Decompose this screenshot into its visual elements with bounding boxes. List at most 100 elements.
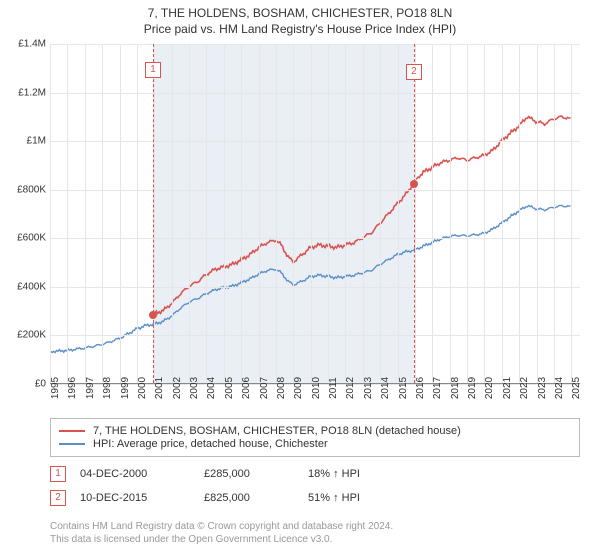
y-axis-label: £800K — [2, 184, 46, 195]
v-gridline — [554, 44, 555, 383]
x-axis-label: 2021 — [502, 377, 513, 399]
v-gridline — [519, 44, 520, 383]
x-axis-label: 2019 — [467, 377, 478, 399]
v-gridline — [293, 44, 294, 383]
v-gridline — [224, 44, 225, 383]
chart-title: 7, THE HOLDENS, BOSHAM, CHICHESTER, PO18… — [0, 0, 600, 40]
y-axis-label: £600K — [2, 233, 46, 244]
x-axis-label: 2023 — [537, 377, 548, 399]
v-gridline — [189, 44, 190, 383]
v-gridline — [363, 44, 364, 383]
sale-price: £825,000 — [204, 492, 294, 504]
y-axis-label: £1.2M — [2, 87, 46, 98]
sale-hpi-delta: 51% ↑ HPI — [308, 492, 398, 504]
x-axis-label: 2000 — [137, 377, 148, 399]
x-axis-label: 1999 — [120, 377, 131, 399]
sale-dot — [149, 311, 157, 319]
x-axis-label: 2015 — [398, 377, 409, 399]
title-subtitle: Price paid vs. HM Land Registry's House … — [0, 22, 600, 36]
x-axis-label: 2024 — [554, 377, 565, 399]
legend-row-price-paid: 7, THE HOLDENS, BOSHAM, CHICHESTER, PO18… — [59, 425, 571, 437]
h-gridline — [50, 141, 580, 142]
v-gridline — [432, 44, 433, 383]
sale-date: 10-DEC-2015 — [80, 492, 190, 504]
y-axis-label: £1.4M — [2, 39, 46, 50]
v-gridline — [259, 44, 260, 383]
sale-divider — [153, 44, 154, 383]
sales-table: 104-DEC-2000£285,00018% ↑ HPI210-DEC-201… — [50, 462, 398, 510]
v-gridline — [450, 44, 451, 383]
sale-price: £285,000 — [204, 468, 294, 480]
chart-svg — [50, 44, 580, 383]
h-gridline — [50, 287, 580, 288]
v-gridline — [276, 44, 277, 383]
y-axis-label: £1M — [2, 136, 46, 147]
sale-number-box: 1 — [50, 466, 66, 482]
v-gridline — [85, 44, 86, 383]
sale-marker: 2 — [406, 64, 422, 80]
h-gridline — [50, 238, 580, 239]
x-axis-label: 1997 — [85, 377, 96, 399]
x-axis-label: 2016 — [415, 377, 426, 399]
sales-table-row: 1 04-DEC-2000 £285,000 18% ↑ HPI — [50, 462, 398, 486]
x-axis-label: 2009 — [293, 377, 304, 399]
v-gridline — [206, 44, 207, 383]
x-axis-label: 2004 — [206, 377, 217, 399]
x-axis-label: 1995 — [50, 377, 61, 399]
y-axis-label: £400K — [2, 281, 46, 292]
sale-marker: 1 — [145, 62, 161, 78]
v-gridline — [241, 44, 242, 383]
x-axis-label: 2002 — [172, 377, 183, 399]
x-axis-label: 2005 — [224, 377, 235, 399]
x-axis-label: 2011 — [328, 377, 339, 399]
legend-row-hpi: HPI: Average price, detached house, Chic… — [59, 438, 571, 450]
v-gridline — [345, 44, 346, 383]
license-text: Contains HM Land Registry data © Crown c… — [50, 520, 393, 546]
x-axis-label: 2006 — [241, 377, 252, 399]
x-axis-label: 2001 — [154, 377, 165, 399]
v-gridline — [102, 44, 103, 383]
v-gridline — [67, 44, 68, 383]
chart-plot-area: £0£200K£400K£600K£800K£1M£1.2M£1.4M19951… — [50, 44, 580, 384]
x-axis-label: 2018 — [450, 377, 461, 399]
title-address: 7, THE HOLDENS, BOSHAM, CHICHESTER, PO18… — [0, 6, 600, 20]
x-axis-label: 1996 — [67, 377, 78, 399]
h-gridline — [50, 44, 580, 45]
x-axis-label: 2010 — [311, 377, 322, 399]
license-line1: Contains HM Land Registry data © Crown c… — [50, 520, 393, 533]
sale-divider — [414, 44, 415, 383]
v-gridline — [154, 44, 155, 383]
v-gridline — [50, 44, 51, 383]
legend: 7, THE HOLDENS, BOSHAM, CHICHESTER, PO18… — [50, 418, 580, 457]
legend-label-hpi: HPI: Average price, detached house, Chic… — [93, 438, 328, 450]
v-gridline — [571, 44, 572, 383]
h-gridline — [50, 93, 580, 94]
sale-date: 04-DEC-2000 — [80, 468, 190, 480]
x-axis-label: 1998 — [102, 377, 113, 399]
v-gridline — [467, 44, 468, 383]
series-price_paid — [153, 183, 413, 314]
v-gridline — [137, 44, 138, 383]
h-gridline — [50, 190, 580, 191]
legend-label-price-paid: 7, THE HOLDENS, BOSHAM, CHICHESTER, PO18… — [93, 425, 461, 437]
v-gridline — [537, 44, 538, 383]
legend-swatch-hpi — [59, 443, 85, 445]
v-gridline — [484, 44, 485, 383]
y-axis-label: £0 — [2, 379, 46, 390]
v-gridline — [311, 44, 312, 383]
x-axis-label: 2017 — [432, 377, 443, 399]
x-axis-label: 2014 — [380, 377, 391, 399]
x-axis-label: 2008 — [276, 377, 287, 399]
v-gridline — [380, 44, 381, 383]
x-axis-label: 2013 — [363, 377, 374, 399]
x-axis-label: 2025 — [571, 377, 582, 399]
x-axis-label: 2020 — [484, 377, 495, 399]
x-axis-label: 2022 — [519, 377, 530, 399]
y-axis-label: £200K — [2, 330, 46, 341]
h-gridline — [50, 335, 580, 336]
v-gridline — [120, 44, 121, 383]
v-gridline — [415, 44, 416, 383]
legend-swatch-price-paid — [59, 430, 85, 432]
series-price_paid — [414, 116, 571, 183]
sale-hpi-delta: 18% ↑ HPI — [308, 468, 398, 480]
